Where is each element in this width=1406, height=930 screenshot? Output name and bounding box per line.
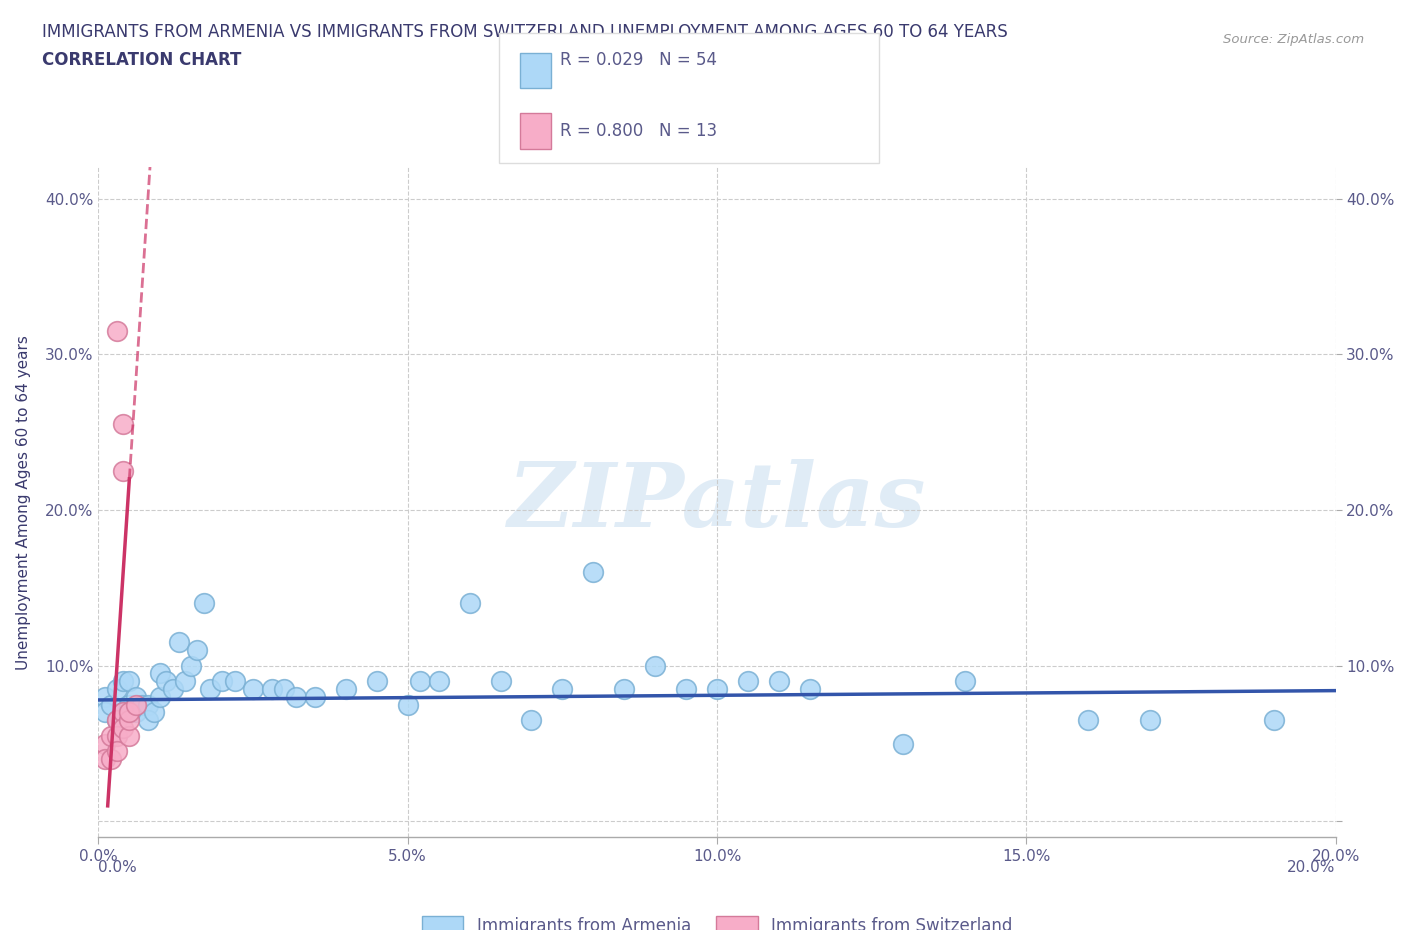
Point xyxy=(273,682,295,697)
Point xyxy=(706,682,728,697)
Point xyxy=(551,682,574,697)
Point xyxy=(1263,712,1285,727)
Point xyxy=(737,674,759,689)
Point xyxy=(1139,712,1161,727)
Point xyxy=(768,674,790,689)
Point xyxy=(105,744,128,759)
Text: R = 0.800   N = 13: R = 0.800 N = 13 xyxy=(560,122,717,140)
Point xyxy=(112,705,135,720)
Point xyxy=(304,689,326,704)
Point xyxy=(124,689,146,704)
Point xyxy=(260,682,283,697)
Point xyxy=(582,565,605,579)
Point xyxy=(118,674,141,689)
Point xyxy=(100,728,122,743)
Point xyxy=(1077,712,1099,727)
Point xyxy=(143,705,166,720)
Text: CORRELATION CHART: CORRELATION CHART xyxy=(42,51,242,69)
Point xyxy=(953,674,976,689)
Point xyxy=(149,689,172,704)
Point xyxy=(105,712,128,727)
Point xyxy=(112,464,135,479)
Point xyxy=(118,728,141,743)
Point xyxy=(105,712,128,727)
Point xyxy=(162,682,184,697)
Point xyxy=(124,705,146,720)
Text: ZIPatlas: ZIPatlas xyxy=(509,458,925,546)
Text: 0.0%: 0.0% xyxy=(98,860,138,875)
Point xyxy=(93,689,115,704)
Point xyxy=(224,674,246,689)
Point xyxy=(174,674,197,689)
Point xyxy=(118,705,141,720)
Point xyxy=(112,674,135,689)
Point xyxy=(149,666,172,681)
Point xyxy=(136,698,159,712)
Point xyxy=(118,712,141,727)
Point xyxy=(180,658,202,673)
Point xyxy=(242,682,264,697)
Point xyxy=(644,658,666,673)
Y-axis label: Unemployment Among Ages 60 to 64 years: Unemployment Among Ages 60 to 64 years xyxy=(17,335,31,670)
Point xyxy=(396,698,419,712)
Point xyxy=(520,712,543,727)
Point xyxy=(93,737,115,751)
Point xyxy=(211,674,233,689)
Point xyxy=(105,728,128,743)
Point xyxy=(112,721,135,736)
Point xyxy=(155,674,177,689)
Point xyxy=(167,635,190,650)
Point xyxy=(799,682,821,697)
Point xyxy=(93,705,115,720)
Point xyxy=(112,417,135,432)
Point xyxy=(112,705,135,720)
Text: 20.0%: 20.0% xyxy=(1288,860,1336,875)
Point xyxy=(136,712,159,727)
Point xyxy=(427,674,450,689)
Point xyxy=(100,698,122,712)
Point xyxy=(409,674,432,689)
Point xyxy=(105,682,128,697)
Text: R = 0.029   N = 54: R = 0.029 N = 54 xyxy=(560,51,717,70)
Point xyxy=(675,682,697,697)
Point xyxy=(891,737,914,751)
Point xyxy=(131,698,153,712)
Point xyxy=(335,682,357,697)
Point xyxy=(285,689,308,704)
Text: Source: ZipAtlas.com: Source: ZipAtlas.com xyxy=(1223,33,1364,46)
Point xyxy=(366,674,388,689)
Point xyxy=(100,751,122,766)
Point xyxy=(105,324,128,339)
Legend: Immigrants from Armenia, Immigrants from Switzerland: Immigrants from Armenia, Immigrants from… xyxy=(415,909,1019,930)
Point xyxy=(93,751,115,766)
Point xyxy=(198,682,221,697)
Point xyxy=(186,643,208,658)
Text: IMMIGRANTS FROM ARMENIA VS IMMIGRANTS FROM SWITZERLAND UNEMPLOYMENT AMONG AGES 6: IMMIGRANTS FROM ARMENIA VS IMMIGRANTS FR… xyxy=(42,23,1008,41)
Point xyxy=(193,596,215,611)
Point xyxy=(613,682,636,697)
Point xyxy=(124,698,146,712)
Point xyxy=(458,596,481,611)
Point xyxy=(118,698,141,712)
Point xyxy=(489,674,512,689)
